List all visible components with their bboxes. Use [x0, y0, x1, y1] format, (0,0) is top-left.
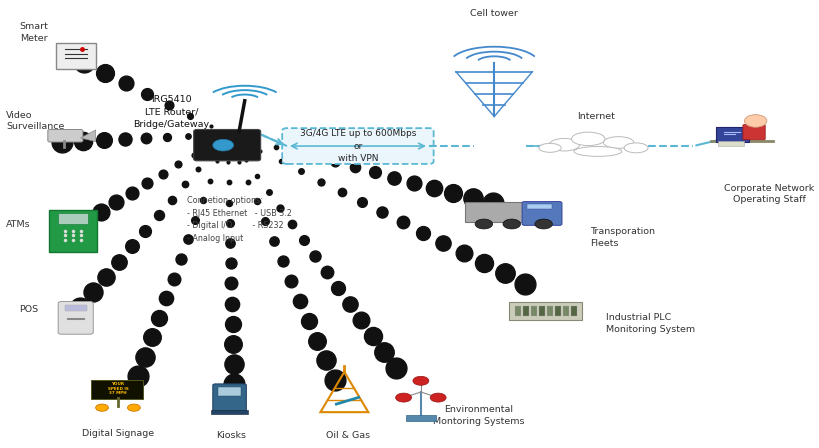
FancyBboxPatch shape — [218, 387, 241, 396]
Ellipse shape — [623, 143, 647, 153]
FancyBboxPatch shape — [58, 213, 88, 224]
FancyBboxPatch shape — [508, 302, 581, 320]
Circle shape — [213, 139, 233, 151]
Ellipse shape — [573, 146, 621, 156]
Text: Kiosks: Kiosks — [216, 431, 246, 440]
FancyBboxPatch shape — [530, 306, 536, 316]
FancyBboxPatch shape — [742, 125, 764, 140]
Circle shape — [474, 219, 492, 229]
Polygon shape — [80, 130, 96, 142]
FancyBboxPatch shape — [514, 306, 521, 316]
Text: Corporate Network
Operating Staff: Corporate Network Operating Staff — [723, 184, 813, 204]
Text: Transporation
Fleets: Transporation Fleets — [589, 227, 654, 248]
FancyBboxPatch shape — [538, 306, 545, 316]
FancyBboxPatch shape — [554, 306, 560, 316]
FancyBboxPatch shape — [65, 305, 87, 311]
Circle shape — [413, 376, 428, 385]
FancyBboxPatch shape — [193, 129, 260, 161]
FancyBboxPatch shape — [282, 128, 433, 164]
FancyBboxPatch shape — [405, 415, 436, 421]
FancyBboxPatch shape — [546, 306, 553, 316]
Circle shape — [534, 219, 552, 229]
FancyBboxPatch shape — [715, 127, 749, 142]
FancyBboxPatch shape — [91, 380, 143, 399]
Circle shape — [395, 393, 411, 402]
Text: Industrial PLC
Monitoring System: Industrial PLC Monitoring System — [605, 313, 694, 334]
Text: Video
Surveillance: Video Surveillance — [7, 111, 65, 131]
FancyBboxPatch shape — [570, 306, 577, 316]
FancyBboxPatch shape — [49, 210, 97, 252]
Text: Internet: Internet — [577, 112, 614, 121]
Text: Smart
Meter: Smart Meter — [19, 22, 48, 43]
FancyBboxPatch shape — [522, 202, 561, 225]
Circle shape — [96, 404, 108, 411]
Text: POS: POS — [19, 305, 38, 314]
Text: 3G/4G LTE up to 600Mbps
or
with VPN: 3G/4G LTE up to 600Mbps or with VPN — [300, 129, 415, 163]
Text: Connetion options:
- RJ45 Ethernet   - USB 3.2
- Digital I/O        - RS232
- An: Connetion options: - RJ45 Ethernet - USB… — [187, 196, 292, 243]
Circle shape — [744, 115, 766, 127]
Text: Cell tower: Cell tower — [470, 9, 518, 18]
Circle shape — [502, 219, 520, 229]
FancyBboxPatch shape — [211, 410, 247, 414]
FancyBboxPatch shape — [56, 43, 96, 69]
FancyBboxPatch shape — [213, 384, 246, 414]
Ellipse shape — [571, 132, 604, 146]
FancyBboxPatch shape — [717, 141, 743, 146]
FancyBboxPatch shape — [523, 306, 528, 316]
Circle shape — [128, 404, 140, 411]
Text: YOUR
SPEED IS
37 MPH: YOUR SPEED IS 37 MPH — [107, 382, 129, 396]
FancyBboxPatch shape — [464, 202, 525, 222]
Ellipse shape — [549, 138, 579, 151]
Text: Environmental
Montoring Systems: Environmental Montoring Systems — [432, 405, 523, 426]
Text: Oil & Gas: Oil & Gas — [326, 431, 370, 440]
FancyBboxPatch shape — [48, 129, 83, 142]
Text: IRG5410
LTE Router/
Bridge/Gateway: IRG5410 LTE Router/ Bridge/Gateway — [133, 95, 209, 129]
Circle shape — [430, 393, 446, 402]
FancyBboxPatch shape — [562, 306, 568, 316]
Ellipse shape — [603, 137, 633, 148]
FancyBboxPatch shape — [58, 302, 93, 334]
FancyBboxPatch shape — [527, 204, 552, 209]
Text: ATMs: ATMs — [7, 220, 31, 228]
Text: Digital Signage: Digital Signage — [82, 429, 154, 438]
Ellipse shape — [538, 143, 560, 152]
